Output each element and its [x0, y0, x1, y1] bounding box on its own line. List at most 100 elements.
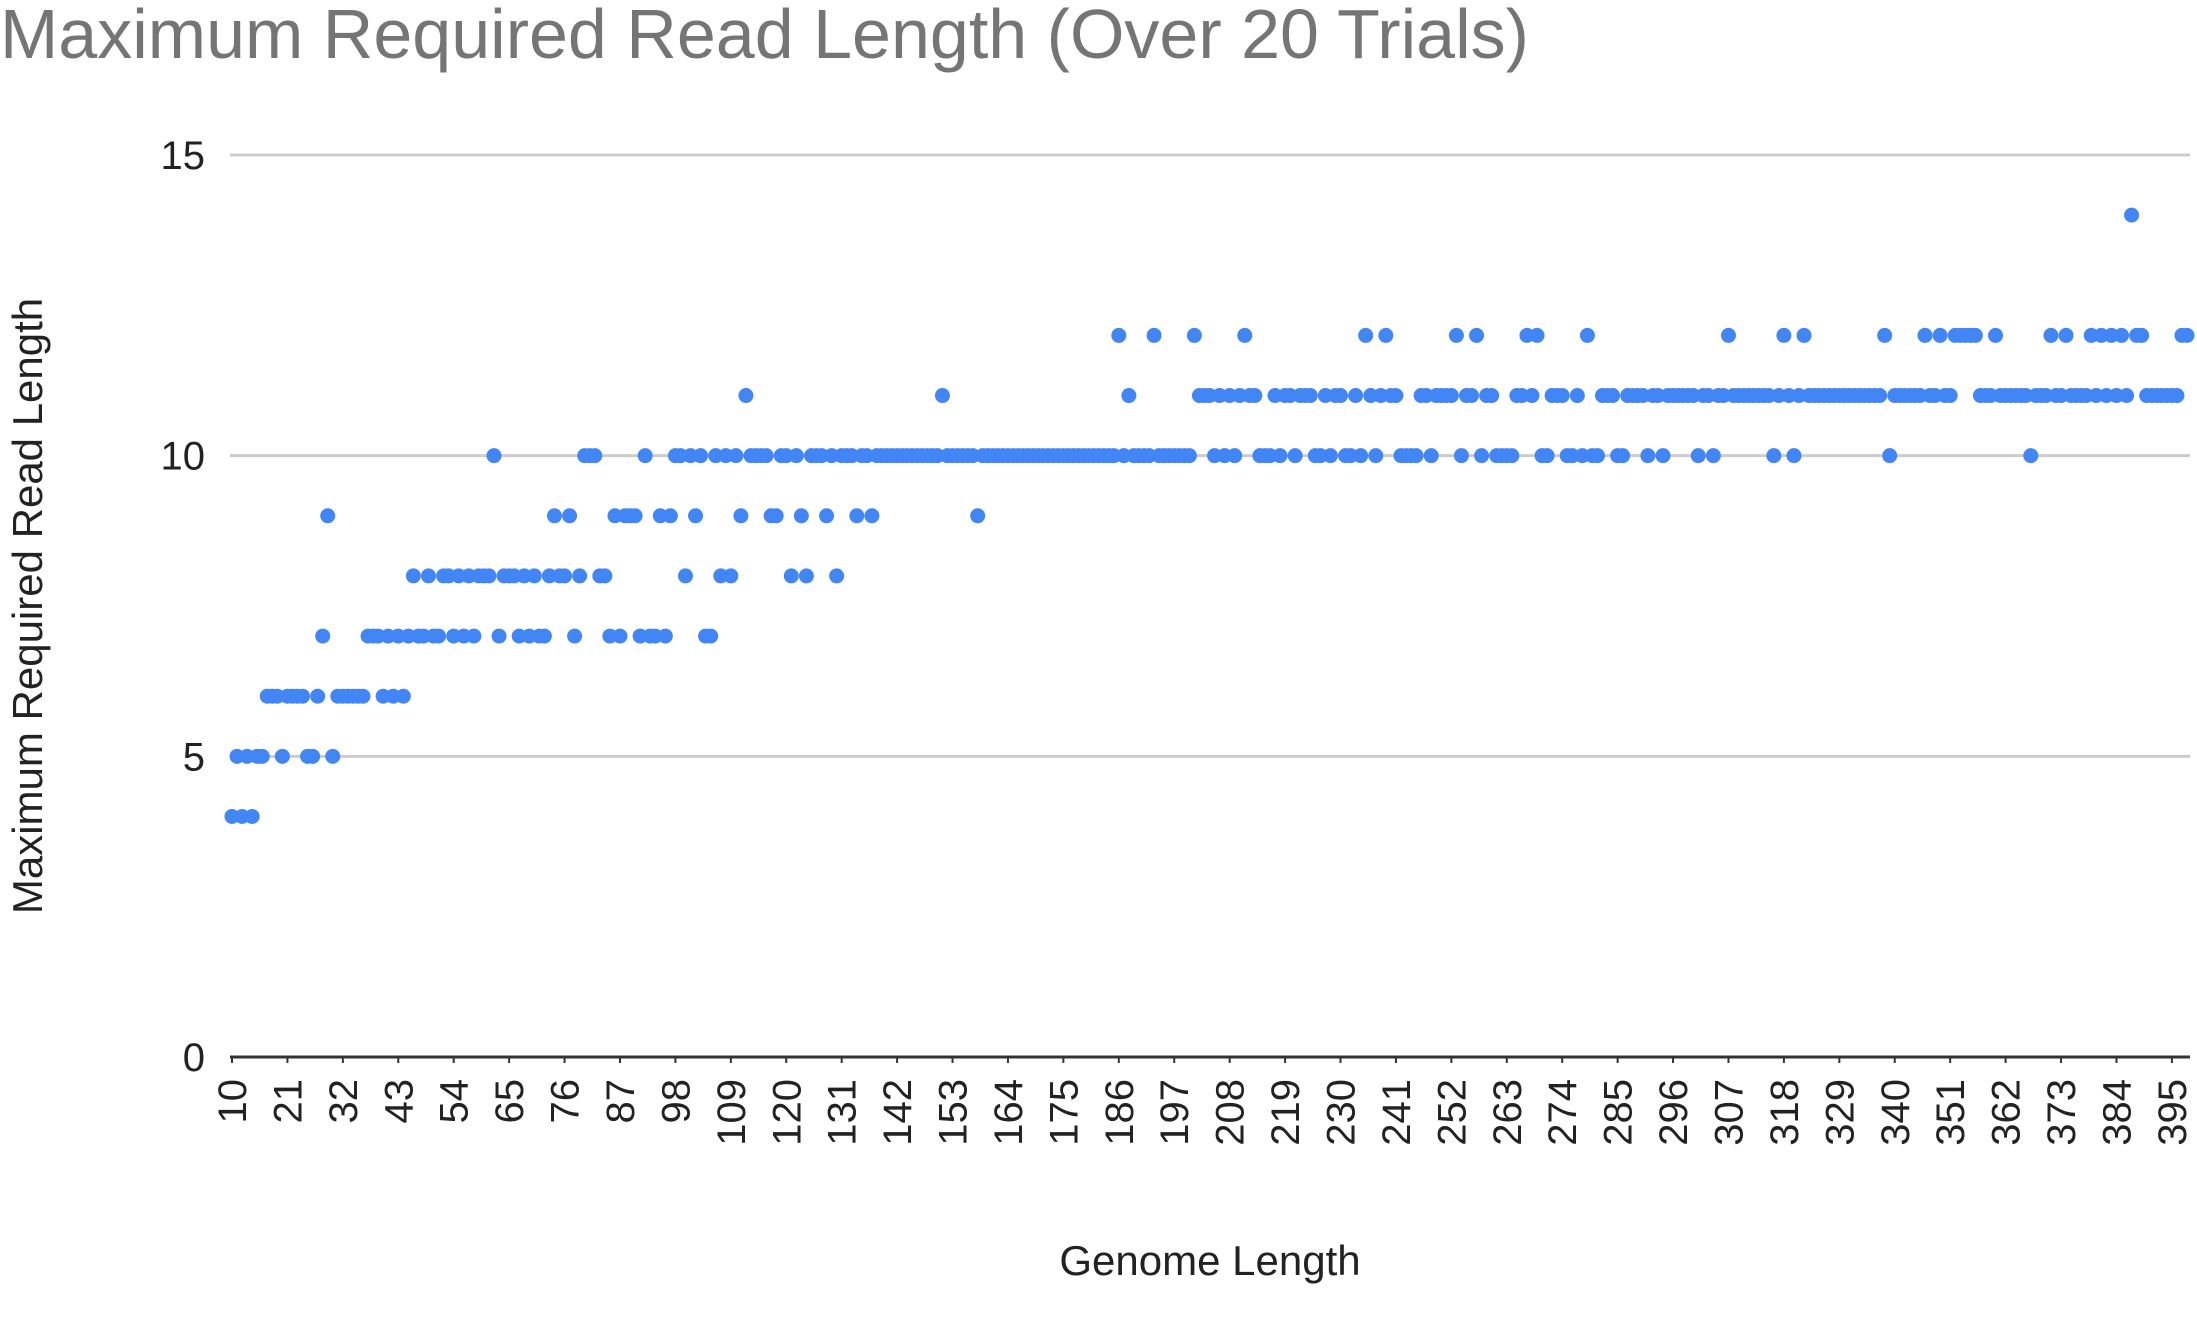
point [2179, 327, 2195, 343]
x-tick-label: 153 [932, 1079, 976, 1146]
point [1448, 327, 1464, 343]
point [1237, 327, 1253, 343]
point [1655, 448, 1671, 464]
x-tick-label: 318 [1763, 1079, 1807, 1146]
x-tick-label: 21 [266, 1079, 310, 1124]
point [758, 448, 774, 464]
x-tick-label: 10 [211, 1079, 255, 1124]
point [572, 568, 588, 584]
x-tick-label: 219 [1264, 1079, 1308, 1146]
x-tick-label: 208 [1209, 1079, 1253, 1146]
y-axis-title: Maximum Required Read Length [4, 298, 51, 914]
point [1121, 388, 1137, 404]
point [1720, 327, 1736, 343]
point [768, 508, 784, 524]
point [1605, 388, 1621, 404]
point [567, 628, 583, 644]
point [481, 568, 497, 584]
point [1988, 327, 2004, 343]
x-axis-title: Genome Length [1059, 1237, 1360, 1284]
point [2113, 327, 2129, 343]
point [1529, 327, 1545, 343]
point [1227, 448, 1243, 464]
point [2043, 327, 2059, 343]
point [627, 508, 643, 524]
x-tick-label: 98 [654, 1079, 698, 1124]
x-tick-label: 175 [1042, 1079, 1086, 1146]
point [1877, 327, 1893, 343]
point [1917, 327, 1933, 343]
x-tick-label: 296 [1652, 1079, 1696, 1146]
point [738, 388, 754, 404]
x-tick-label: 351 [1929, 1079, 1973, 1146]
point [1378, 327, 1394, 343]
point [1302, 388, 1318, 404]
point [1469, 327, 1485, 343]
point [1287, 448, 1303, 464]
x-tick-label: 252 [1430, 1079, 1474, 1146]
point [1776, 327, 1792, 343]
point [1942, 388, 1958, 404]
point [587, 448, 603, 464]
point [1504, 448, 1520, 464]
point [546, 508, 562, 524]
point [1569, 388, 1585, 404]
point [1348, 388, 1364, 404]
x-tick-label: 43 [377, 1079, 421, 1124]
x-tick-label: 54 [433, 1079, 477, 1124]
x-tick-label: 120 [765, 1079, 809, 1146]
x-tick-label: 197 [1153, 1079, 1197, 1146]
point [1539, 448, 1555, 464]
point [431, 628, 447, 644]
point [395, 688, 411, 704]
point [1146, 327, 1162, 343]
x-tick-label: 164 [987, 1079, 1031, 1146]
point [783, 568, 799, 584]
point [1872, 388, 1888, 404]
point [1524, 388, 1540, 404]
point [1388, 388, 1404, 404]
point [1786, 448, 1802, 464]
point [536, 628, 552, 644]
point [693, 448, 709, 464]
x-tick-label: 109 [710, 1079, 754, 1146]
x-tick-label: 131 [821, 1079, 865, 1146]
x-tick-label: 395 [2151, 1079, 2195, 1146]
point [1796, 327, 1812, 343]
point [1484, 388, 1500, 404]
point [612, 628, 628, 644]
point [1423, 448, 1439, 464]
point [305, 748, 321, 764]
point [728, 448, 744, 464]
x-tick-label: 362 [1985, 1079, 2029, 1146]
point [466, 628, 482, 644]
point [1186, 327, 1202, 343]
x-tick-label: 230 [1320, 1079, 1364, 1146]
point [526, 568, 542, 584]
point [662, 508, 678, 524]
x-tick-label: 263 [1486, 1079, 1530, 1146]
point [1589, 448, 1605, 464]
y-tick-label: 15 [161, 134, 206, 178]
point [557, 568, 573, 584]
x-tick-label: 76 [544, 1079, 588, 1124]
x-tick-label: 285 [1597, 1079, 1641, 1146]
point [274, 748, 290, 764]
point [723, 568, 739, 584]
x-tick-label: 340 [1874, 1079, 1918, 1146]
point [1705, 448, 1721, 464]
x-tick-label: 373 [2040, 1079, 2084, 1146]
point [970, 508, 986, 524]
point [1690, 448, 1706, 464]
x-tick-label: 87 [599, 1079, 643, 1124]
point [2134, 327, 2150, 343]
point [254, 748, 270, 764]
x-tick-label: 186 [1098, 1079, 1142, 1146]
point [793, 508, 809, 524]
x-tick-label: 142 [876, 1079, 920, 1146]
chart-title: Maximum Required Read Length (Over 20 Tr… [0, 0, 1529, 73]
point [819, 508, 835, 524]
point [1333, 388, 1349, 404]
